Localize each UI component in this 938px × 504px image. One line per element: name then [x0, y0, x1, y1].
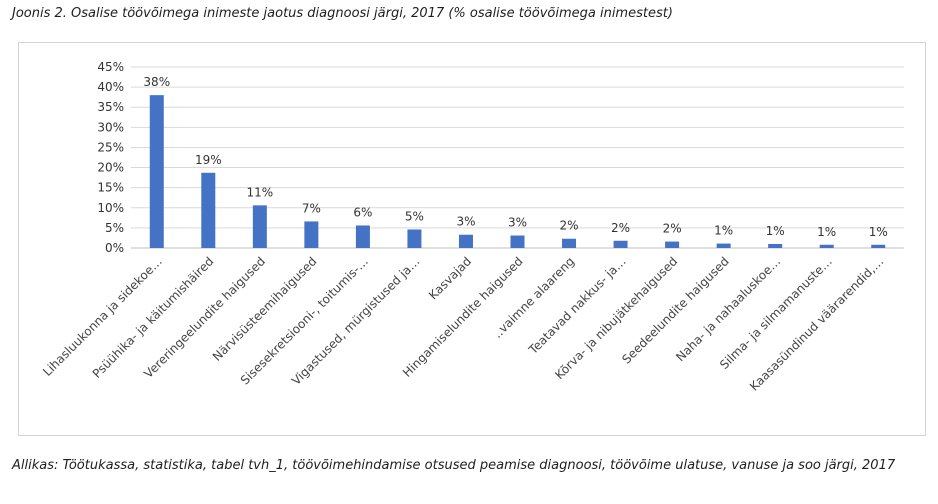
data-label: 38%: [143, 75, 170, 89]
y-tick-label: 30%: [97, 120, 124, 134]
data-label: 1%: [714, 224, 733, 238]
category-labels: Lihasluukonna ja sidekoe…Psüühika- ja kä…: [40, 254, 886, 393]
y-tick-label: 35%: [97, 100, 124, 114]
bar: [458, 234, 473, 248]
data-label: 2%: [560, 219, 579, 233]
data-label: 2%: [611, 221, 630, 235]
data-label: 11%: [246, 185, 273, 199]
bar: [665, 241, 680, 248]
bar: [304, 221, 319, 248]
category-label: Teatavad nakkus- ja…: [525, 254, 628, 357]
bar: [355, 225, 370, 248]
source-note: Allikas: Töötukassa, statistika, tabel t…: [12, 458, 896, 473]
data-label: 19%: [195, 153, 222, 167]
bar: [252, 205, 267, 248]
bar: [871, 244, 886, 248]
data-label: 1%: [766, 224, 785, 238]
page-title: Joonis 2. Osalise töövõimega inimeste ja…: [12, 6, 673, 21]
data-label: 1%: [817, 225, 836, 239]
category-label: Närvisüsteemihaigused: [210, 254, 320, 364]
chart-frame: 0% 5% 10% 15% 20% 25% 30% 35% 40% 45% 38% 19% 11% 7%…: [18, 42, 926, 436]
bar: [510, 235, 525, 248]
data-label: 6%: [353, 205, 372, 219]
data-label: 1%: [869, 225, 888, 239]
data-label: 5%: [405, 209, 424, 223]
bar: [201, 172, 216, 248]
bars: [149, 95, 886, 249]
bar: [819, 244, 834, 248]
data-labels: 38% 19% 11% 7% 6% 5% 3% 3% 2% 2% 2% 1% 1% 1% 1%: [143, 75, 887, 239]
bar: [149, 95, 164, 249]
y-tick-label: 5%: [105, 221, 124, 235]
bar: [562, 238, 577, 248]
data-label: 3%: [508, 216, 527, 230]
y-tick-label: 25%: [97, 140, 124, 154]
y-tick-label: 20%: [97, 161, 124, 175]
y-tick-label: 10%: [97, 201, 124, 215]
y-tick-label: 40%: [97, 80, 124, 94]
category-label: Kasvajad: [426, 254, 474, 302]
y-tick-label: 45%: [97, 60, 124, 74]
y-tick-label: 0%: [105, 241, 124, 255]
category-label: Naha- ja nahaaluskoe…: [673, 254, 783, 364]
bar: [768, 243, 783, 248]
bar: [613, 240, 628, 248]
bar-chart: 0% 5% 10% 15% 20% 25% 30% 35% 40% 45% 38% 19% 11% 7%…: [40, 60, 904, 394]
data-label: 7%: [302, 201, 321, 215]
category-label: Seedeelundite haigused: [619, 254, 731, 366]
y-axis-ticks: 0% 5% 10% 15% 20% 25% 30% 35% 40% 45%: [97, 60, 124, 255]
y-tick-label: 15%: [97, 181, 124, 195]
bar: [407, 229, 422, 248]
data-label: 2%: [663, 222, 682, 236]
data-label: 3%: [456, 215, 475, 229]
bar: [716, 243, 731, 248]
